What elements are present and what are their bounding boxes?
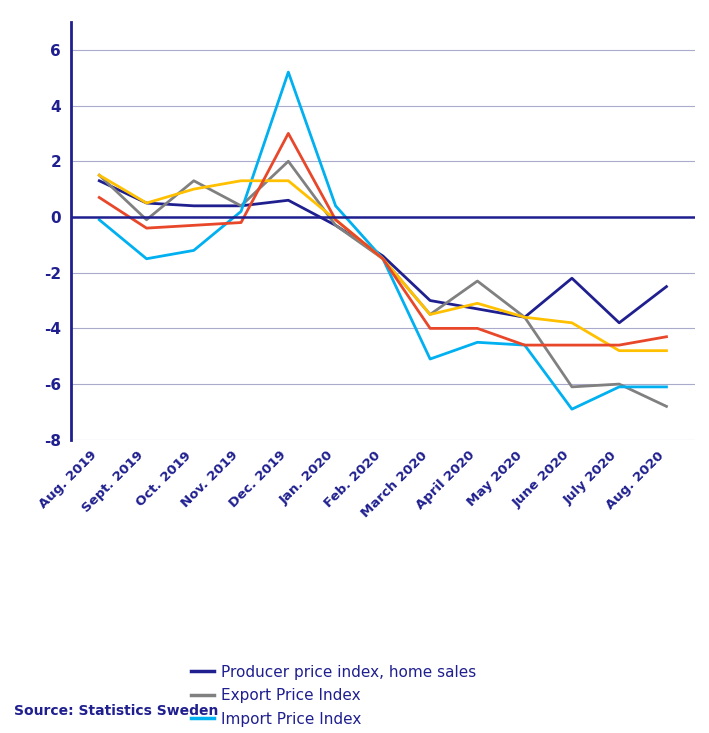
Export Price Index	[237, 202, 245, 210]
Price index, domestic supply	[189, 221, 198, 229]
Text: Source: Statistics Sweden: Source: Statistics Sweden	[14, 704, 218, 718]
Producer Price Index	[189, 185, 198, 194]
Line: Import Price Index: Import Price Index	[99, 72, 666, 409]
Export Price Index	[189, 177, 198, 185]
Export Price Index	[426, 310, 435, 319]
Price index, domestic supply	[568, 341, 576, 350]
Price index, domestic supply	[284, 129, 293, 138]
Import Price Index	[237, 207, 245, 216]
Price index, domestic supply	[520, 341, 529, 350]
Producer Price Index	[143, 199, 151, 207]
Import Price Index	[662, 383, 671, 391]
Export Price Index	[568, 383, 576, 391]
Producer price index, home sales	[284, 196, 293, 205]
Producer Price Index	[473, 299, 481, 308]
Price index, domestic supply	[237, 218, 245, 227]
Import Price Index	[143, 254, 151, 263]
Price index, domestic supply	[662, 332, 671, 341]
Producer price index, home sales	[426, 296, 435, 305]
Producer price index, home sales	[520, 313, 529, 322]
Line: Producer Price Index: Producer Price Index	[99, 175, 666, 350]
Import Price Index	[189, 246, 198, 255]
Producer Price Index	[379, 254, 387, 263]
Import Price Index	[95, 216, 104, 224]
Import Price Index	[568, 405, 576, 413]
Import Price Index	[615, 383, 623, 391]
Producer price index, home sales	[189, 202, 198, 210]
Producer price index, home sales	[143, 199, 151, 207]
Import Price Index	[426, 355, 435, 364]
Price index, domestic supply	[143, 224, 151, 232]
Price index, domestic supply	[615, 341, 623, 350]
Producer Price Index	[426, 310, 435, 319]
Import Price Index	[331, 202, 340, 210]
Producer Price Index	[331, 216, 340, 224]
Producer Price Index	[615, 346, 623, 355]
Price index, domestic supply	[379, 254, 387, 263]
Producer Price Index	[237, 177, 245, 185]
Producer price index, home sales	[568, 274, 576, 283]
Export Price Index	[331, 221, 340, 229]
Export Price Index	[520, 313, 529, 322]
Producer price index, home sales	[615, 318, 623, 327]
Export Price Index	[379, 254, 387, 263]
Producer Price Index	[284, 177, 293, 185]
Export Price Index	[284, 157, 293, 166]
Producer Price Index	[568, 318, 576, 327]
Producer price index, home sales	[331, 221, 340, 229]
Legend: Producer price index, home sales, Export Price Index, Import Price Index, Produc: Producer price index, home sales, Export…	[191, 665, 476, 733]
Line: Producer price index, home sales: Producer price index, home sales	[99, 181, 666, 323]
Price index, domestic supply	[95, 193, 104, 202]
Producer Price Index	[662, 346, 671, 355]
Export Price Index	[473, 276, 481, 285]
Producer price index, home sales	[662, 282, 671, 291]
Producer Price Index	[520, 313, 529, 322]
Export Price Index	[143, 216, 151, 224]
Export Price Index	[95, 171, 104, 180]
Producer price index, home sales	[379, 251, 387, 260]
Producer price index, home sales	[473, 304, 481, 313]
Price index, domestic supply	[426, 324, 435, 333]
Producer price index, home sales	[237, 202, 245, 210]
Price index, domestic supply	[331, 216, 340, 224]
Export Price Index	[662, 402, 671, 410]
Line: Export Price Index: Export Price Index	[99, 161, 666, 406]
Producer Price Index	[95, 171, 104, 180]
Producer price index, home sales	[95, 177, 104, 185]
Import Price Index	[520, 341, 529, 350]
Export Price Index	[615, 380, 623, 388]
Import Price Index	[379, 254, 387, 263]
Line: Price index, domestic supply: Price index, domestic supply	[99, 133, 666, 345]
Import Price Index	[473, 338, 481, 347]
Import Price Index	[284, 67, 293, 76]
Price index, domestic supply	[473, 324, 481, 333]
